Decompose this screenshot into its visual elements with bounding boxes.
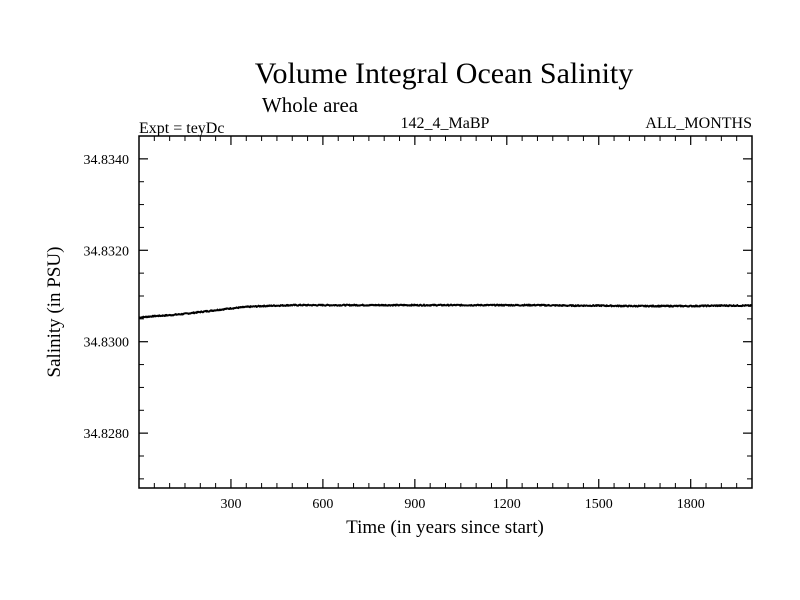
salinity-series-line	[138, 303, 753, 319]
x-tick-label: 600	[312, 497, 333, 512]
x-tick-label: 300	[220, 497, 241, 512]
x-axis-label: Time (in years since start)	[346, 517, 544, 538]
plot-frame	[138, 135, 753, 489]
chart-subtitle: Whole area	[262, 93, 359, 117]
minor-ticks	[139, 135, 752, 488]
experiment-label: Expt = teyDc	[139, 120, 224, 137]
y-tick-label: 34.8320	[84, 244, 130, 259]
y-tick-label: 34.8300	[84, 336, 130, 351]
y-axis-label: Salinity (in PSU)	[44, 247, 65, 378]
months-label: ALL_MONTHS	[645, 115, 752, 132]
y-tick-label: 34.8340	[84, 153, 130, 168]
x-tick-label: 1800	[677, 497, 705, 512]
y-tick-label: 34.8280	[84, 427, 130, 442]
x-tick-label: 1200	[493, 497, 521, 512]
x-axis-ticks: 300 600 900 1200 1500 1800	[220, 136, 705, 512]
period-label: 142_4_MaBP	[401, 115, 490, 132]
plot-area: 300 600 900 1200 1500 1800 34.828034.830034.8…	[84, 135, 753, 512]
x-tick-label: 1500	[585, 497, 613, 512]
chart-title: Volume Integral Ocean Salinity	[255, 57, 634, 90]
y-axis-ticks: 34.8280 34.8300 34.8320 34.8340	[84, 153, 752, 442]
x-tick-label: 900	[404, 497, 425, 512]
